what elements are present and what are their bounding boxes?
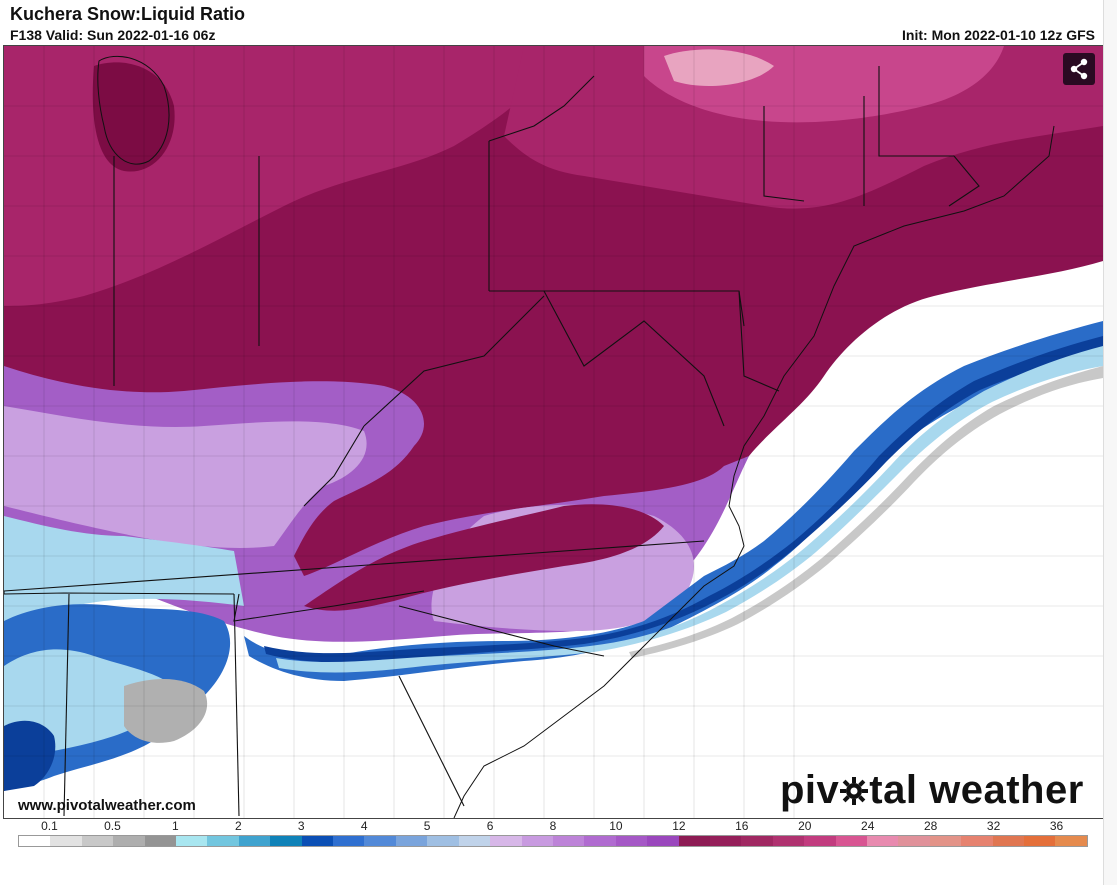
- share-icon: [1070, 58, 1088, 80]
- legend-swatch: [709, 836, 742, 846]
- legend-label: 3: [297, 819, 305, 833]
- legend-swatch: [333, 836, 365, 846]
- county-grid: [4, 46, 1103, 818]
- legend-swatch: [238, 836, 271, 846]
- legend-swatch: [19, 836, 51, 846]
- legend-swatch: [835, 836, 867, 846]
- ratio-region-lightblue: [4, 516, 244, 621]
- legend-swatch: [552, 836, 585, 846]
- share-button[interactable]: [1063, 53, 1095, 85]
- legend-swatch: [615, 836, 648, 846]
- legend-swatch: [929, 836, 962, 846]
- legend-label: 0.1: [41, 819, 58, 833]
- color-legend: 0.1 0.5 1 2 3 4 5 6 8 10 12 16 20 24 28 32 36: [18, 819, 1088, 849]
- legend-swatch: [647, 836, 679, 846]
- forecast-map[interactable]: [3, 45, 1104, 819]
- map-header: Kuchera Snow:Liquid Ratio F138 Valid: Su…: [0, 0, 1117, 46]
- logo-text-end: tal weather: [869, 768, 1084, 812]
- legend-swatch: [804, 836, 836, 846]
- valid-time: F138 Valid: Sun 2022-01-16 06z: [10, 27, 216, 43]
- legend-swatch: [458, 836, 491, 846]
- legend-swatch: [395, 836, 428, 846]
- init-time: Init: Mon 2022-01-10 12z GFS: [902, 27, 1095, 43]
- state-borders: [4, 66, 980, 817]
- legend-labels: 0.1 0.5 1 2 3 4 5 6 8 10 12 16 20 24 28 32 36: [18, 819, 1088, 833]
- legend-swatch: [772, 836, 805, 846]
- legend-swatch: [113, 836, 145, 846]
- legend-label: 5: [423, 819, 431, 833]
- legend-label: 32: [986, 819, 1001, 833]
- legend-swatch: [898, 836, 930, 846]
- legend-label: 1: [172, 819, 179, 833]
- website-watermark: www.pivotalweather.com: [18, 797, 196, 814]
- gear-icon: [840, 777, 869, 805]
- legend-swatch: [1024, 836, 1056, 846]
- legend-swatch: [364, 836, 396, 846]
- legend-swatch: [678, 836, 710, 846]
- logo-text-start: piv: [780, 768, 840, 812]
- legend-swatch: [992, 836, 1024, 846]
- legend-label: 8: [549, 819, 557, 833]
- legend-label: 6: [486, 819, 494, 833]
- legend-label: 24: [861, 819, 875, 833]
- legend-label: 4: [360, 819, 368, 833]
- legend-swatch: [270, 836, 302, 846]
- ratio-region-lavender: [4, 406, 367, 548]
- legend-swatch: [1055, 836, 1087, 846]
- pivotal-weather-logo: piv tal weather: [780, 768, 1084, 813]
- legend-swatch: [144, 836, 177, 846]
- legend-label: 2: [234, 819, 242, 833]
- legend-swatch: [81, 836, 114, 846]
- legend-label: 16: [735, 819, 749, 833]
- legend-swatch: [301, 836, 334, 846]
- legend-swatch: [176, 836, 208, 846]
- scrollbar-track[interactable]: [1103, 0, 1117, 885]
- legend-swatch: [427, 836, 459, 846]
- legend-swatch: [521, 836, 553, 846]
- legend-swatch: [50, 836, 82, 846]
- legend-label: 28: [923, 819, 938, 833]
- legend-swatch: [584, 836, 616, 846]
- legend-label: 12: [672, 819, 686, 833]
- legend-color-bar: [18, 835, 1088, 847]
- map-title: Kuchera Snow:Liquid Ratio: [10, 4, 246, 24]
- legend-label: 20: [798, 819, 812, 833]
- map-canvas: [4, 46, 1103, 818]
- legend-label: 10: [609, 819, 623, 833]
- legend-label: 0.5: [104, 819, 121, 833]
- legend-label: 36: [1049, 819, 1064, 833]
- legend-swatch: [961, 836, 993, 846]
- legend-swatch: [490, 836, 522, 846]
- ratio-region-blue: [244, 321, 1103, 681]
- legend-swatch: [207, 836, 239, 846]
- legend-swatch: [866, 836, 899, 846]
- legend-swatch: [741, 836, 773, 846]
